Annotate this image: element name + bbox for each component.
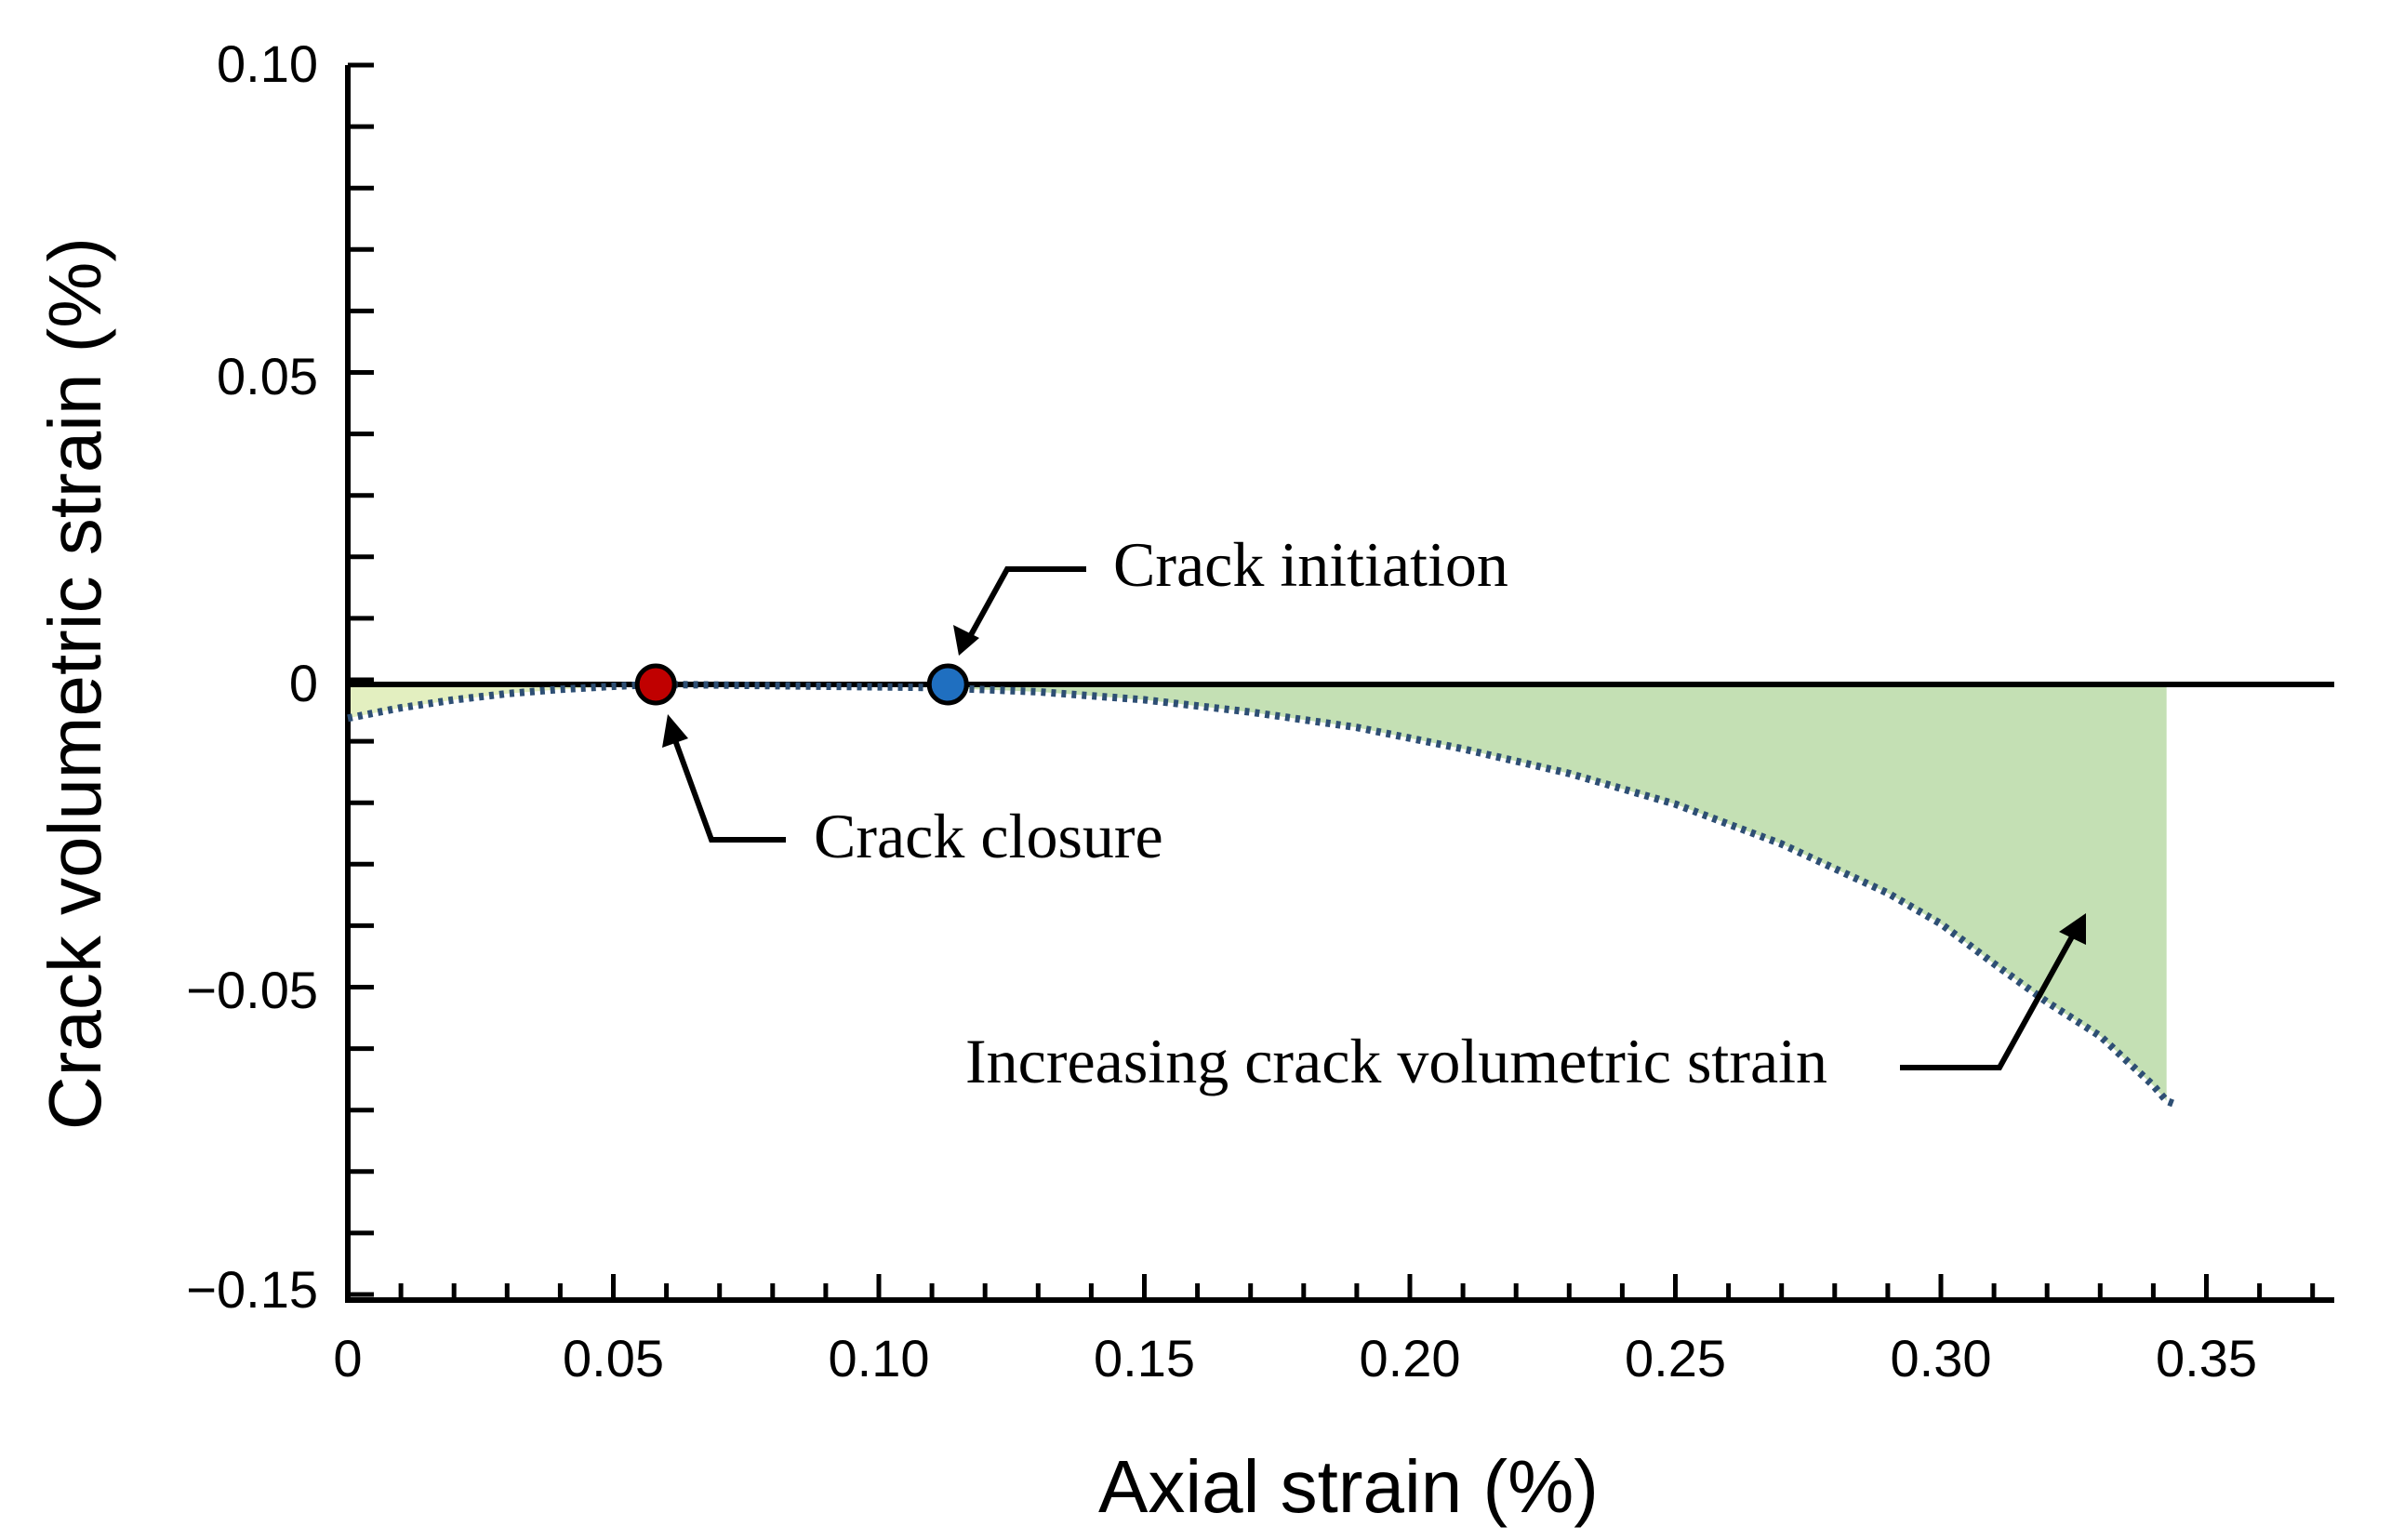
area-fill-main [656, 684, 2167, 1101]
area-fill-layer [348, 684, 2167, 1101]
arrowhead-crack-closure [662, 714, 688, 748]
x-tick-label: 0.05 [563, 1329, 664, 1387]
annotation-crack-initiation: Crack initiation [1113, 529, 1508, 600]
arrow-crack-initiation [964, 566, 1086, 644]
annotation-increasing-strain: Increasing crack volumetric strain [965, 1026, 1827, 1096]
area-fill-left [348, 684, 657, 719]
arrow-increasing-strain [1900, 928, 2079, 1070]
points-layer [634, 663, 969, 706]
y-tick-label: 0.05 [217, 347, 318, 405]
tick-labels-layer: 0 0.05 0.10 0.15 0.20 0.25 0.30 0.35 0.10 0.05 0 −0… [186, 34, 2257, 1387]
y-axis-title: Crack volumetric strain (%) [33, 237, 116, 1130]
crack-initiation-point [926, 663, 969, 706]
x-tick-label: 0.25 [1625, 1329, 1726, 1387]
x-tick-label: 0.15 [1094, 1329, 1195, 1387]
crack-closure-point [634, 663, 677, 706]
x-axis-title: Axial strain (%) [1098, 1445, 1599, 1528]
x-tick-label: 0 [333, 1329, 362, 1387]
x-tick-label: 0.30 [1891, 1329, 1992, 1387]
arrow-crack-closure [669, 728, 786, 843]
x-tick-label: 0.20 [1360, 1329, 1461, 1387]
x-tick-label: 0.10 [829, 1329, 930, 1387]
annotation-crack-closure: Crack closure [814, 801, 1163, 871]
axes-layer [345, 62, 2334, 1303]
y-tick-label: 0.10 [217, 34, 318, 93]
arrowhead-increasing-strain [2059, 913, 2086, 945]
annotation-layer: Crack initiation Crack closure Increasin… [662, 529, 2086, 1096]
y-tick-label: 0 [289, 654, 318, 712]
arrowhead-crack-initiation [953, 625, 979, 656]
y-tick-label: −0.05 [186, 961, 318, 1019]
y-tick-label: −0.15 [186, 1260, 318, 1319]
x-tick-label: 0.35 [2156, 1329, 2257, 1387]
